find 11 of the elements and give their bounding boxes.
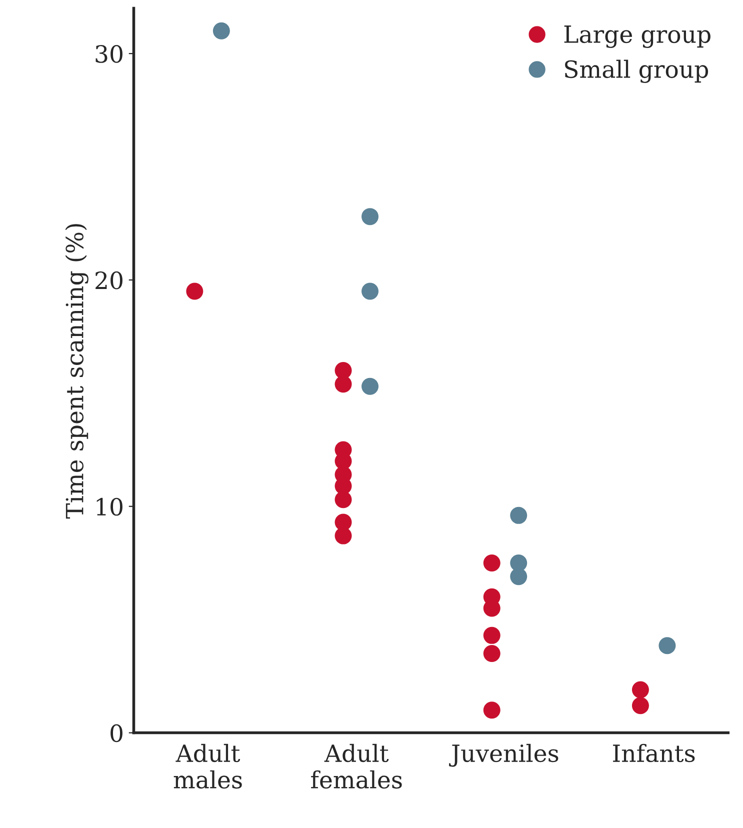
y-tick-label: 30 bbox=[96, 45, 122, 63]
x-tick-label: Juveniles bbox=[449, 744, 558, 767]
y-tick-label: 20 bbox=[96, 271, 122, 290]
x-tick-label: Infants bbox=[613, 744, 695, 762]
y-axis-title: Time spent scanning (%) bbox=[65, 224, 88, 519]
y-tick-label: 10 bbox=[96, 498, 122, 516]
x-tick-label: Adult males bbox=[174, 744, 242, 789]
legend-label: Small group bbox=[565, 60, 708, 83]
y-tick-label: 0 bbox=[110, 724, 122, 742]
x-tick-label: Adult females bbox=[311, 744, 402, 789]
legend-label: Large group bbox=[564, 26, 710, 48]
